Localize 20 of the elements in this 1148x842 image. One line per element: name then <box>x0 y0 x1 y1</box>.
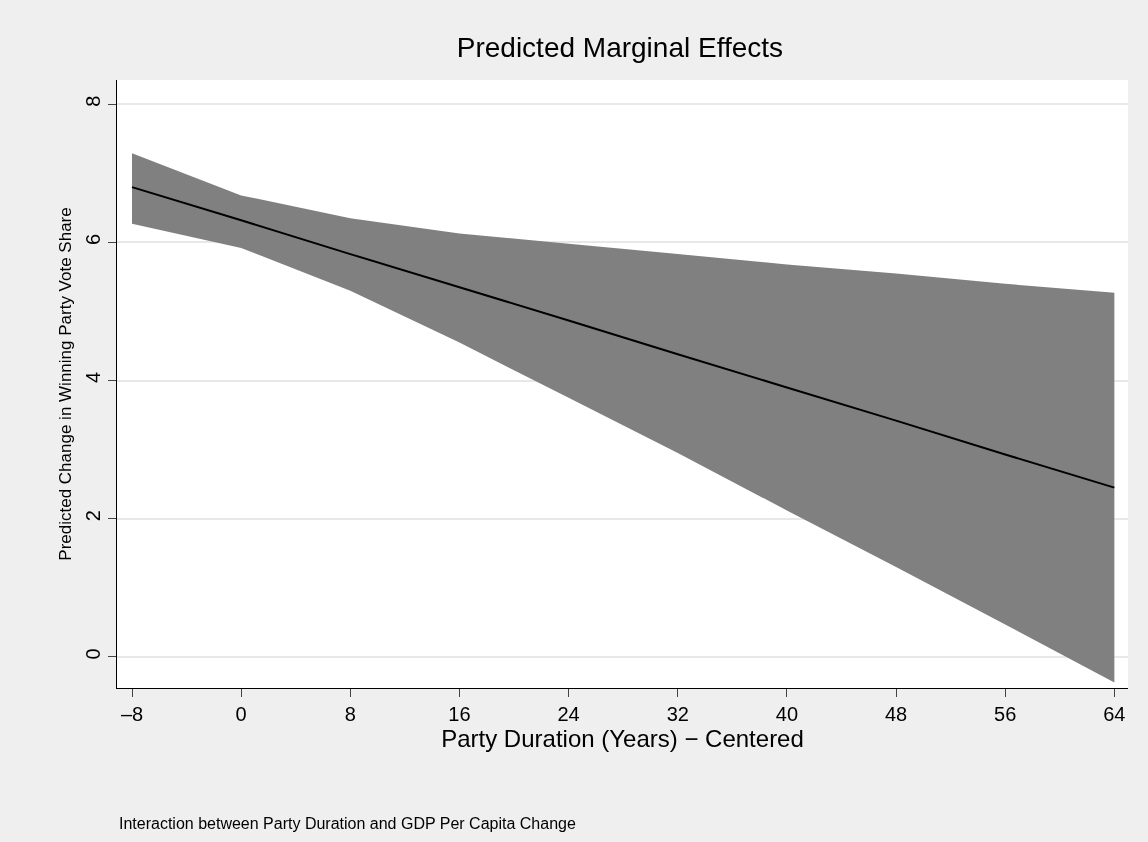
chart-title: Predicted Marginal Effects <box>456 32 784 64</box>
line-series <box>131 186 1116 489</box>
y-tick-label: 6 <box>82 233 104 245</box>
x-tick-label: 24 <box>557 703 580 725</box>
x-tick-label: 56 <box>994 703 1017 725</box>
x-tick-label: 16 <box>448 703 471 725</box>
x-tick-label: 64 <box>1103 703 1126 725</box>
y-tick-label: 4 <box>82 371 104 384</box>
x-tick-label: 48 <box>884 703 908 725</box>
x-tick-label: 32 <box>666 703 689 725</box>
y-tick-label: 2 <box>82 510 104 522</box>
x-tick-label: 8 <box>344 703 356 725</box>
x-tick-label: –8 <box>120 703 144 725</box>
x-tick-label: 40 <box>775 703 799 725</box>
x-axis-title: Party Duration (Years) − Centered <box>441 725 804 752</box>
y-tick-label: 8 <box>82 95 104 107</box>
y-tick-label: 0 <box>82 648 104 660</box>
y-axis-title: Predicted Change in Winning Party Vote Share <box>55 207 75 561</box>
x-tick-label: 0 <box>235 703 247 725</box>
text: Interaction between Party Duration and GDP Per Capita Change <box>119 815 576 832</box>
